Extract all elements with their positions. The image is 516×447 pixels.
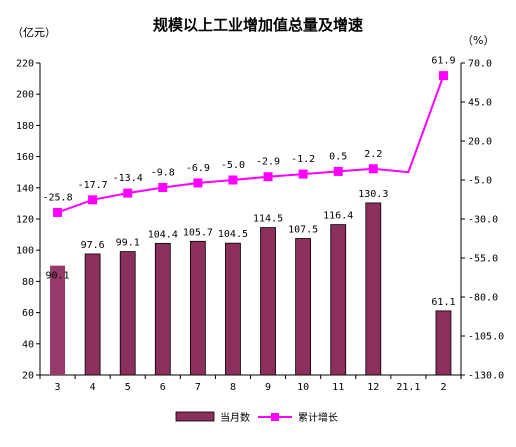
x-tick-label: 6 bbox=[160, 382, 166, 393]
chart-title: 规模以上工业增加值总量及增速 bbox=[153, 16, 363, 34]
bar bbox=[435, 310, 452, 376]
bar-data-label: 130.3 bbox=[358, 189, 388, 200]
legend-label-line: 累计增长 bbox=[298, 411, 338, 424]
line-point bbox=[438, 71, 448, 81]
legend-marker-line bbox=[271, 413, 279, 421]
right-axis-unit: （%） bbox=[462, 34, 494, 47]
right-tick-label: -5.0 bbox=[468, 176, 492, 187]
right-tick-label: -130.0 bbox=[468, 371, 504, 382]
line-data-label: 2.2 bbox=[364, 149, 382, 160]
bar bbox=[154, 242, 171, 376]
x-tick-label: 4 bbox=[90, 382, 96, 393]
line-data-label: -13.4 bbox=[113, 173, 143, 184]
line-data-label: -17.7 bbox=[78, 180, 108, 191]
left-tick-label: 180 bbox=[16, 121, 34, 132]
line-data-label: -5.0 bbox=[221, 160, 245, 171]
line-point bbox=[88, 195, 98, 205]
bar bbox=[84, 253, 101, 376]
line-series bbox=[53, 71, 448, 217]
x-tick-label: 9 bbox=[265, 382, 271, 393]
line-point bbox=[123, 188, 133, 198]
x-tick-label: 3 bbox=[55, 382, 61, 393]
bar-data-label: 97.6 bbox=[81, 240, 105, 251]
legend: 当月数 累计增长 bbox=[175, 411, 338, 424]
bar-data-label: 114.5 bbox=[253, 214, 283, 225]
bar bbox=[330, 224, 347, 376]
left-tick-label: 80 bbox=[22, 277, 34, 288]
bar-data-label: 104.4 bbox=[148, 229, 178, 240]
left-tick-label: 120 bbox=[16, 215, 34, 226]
left-tick-label: 60 bbox=[22, 308, 34, 319]
line-data-label: -25.8 bbox=[42, 192, 72, 203]
bar-data-label: 61.1 bbox=[431, 297, 455, 308]
left-tick-label: 100 bbox=[16, 246, 34, 257]
bar bbox=[260, 227, 276, 376]
line-point bbox=[298, 169, 308, 179]
left-tick-label: 160 bbox=[16, 152, 34, 163]
series-line bbox=[57, 75, 445, 214]
line-data-label: -2.9 bbox=[256, 157, 280, 168]
left-tick-label: 220 bbox=[16, 59, 34, 70]
right-tick-label: 20.0 bbox=[468, 137, 492, 148]
line-point bbox=[158, 182, 168, 192]
x-tick-label: 21.1 bbox=[396, 382, 420, 393]
bar bbox=[225, 242, 241, 376]
line-point bbox=[53, 207, 63, 217]
right-tick-label: 45.0 bbox=[468, 98, 492, 109]
line-data-label: -9.8 bbox=[151, 167, 175, 178]
legend-swatch-bars bbox=[175, 411, 215, 422]
bar-data-label: 99.1 bbox=[116, 238, 140, 249]
line-point bbox=[368, 164, 378, 174]
bar bbox=[50, 265, 66, 375]
right-tick-label: -55.0 bbox=[468, 254, 498, 265]
line-point bbox=[228, 175, 238, 185]
x-tick-label: 12 bbox=[367, 382, 379, 393]
x-tick-label: 8 bbox=[230, 382, 236, 393]
right-tick-label: -105.0 bbox=[468, 332, 504, 343]
right-tick-label: -80.0 bbox=[468, 293, 498, 304]
right-tick-label: -30.0 bbox=[468, 215, 498, 226]
bar bbox=[189, 240, 206, 376]
data-labels: 90.1 97.6 99.1 104.4 105.7 104.5 114.5 107.5 116… bbox=[42, 56, 455, 308]
x-tick-label: 10 bbox=[297, 382, 309, 393]
line-data-label: -6.9 bbox=[186, 163, 210, 174]
left-tick-label: 20 bbox=[22, 371, 34, 382]
bar-data-label: 116.4 bbox=[323, 211, 353, 222]
bar bbox=[295, 238, 312, 376]
left-axis-unit: （亿元） bbox=[12, 26, 56, 39]
line-data-label: 0.5 bbox=[329, 151, 347, 162]
axes: 20 40 60 80 100 120 140 160 180 200 220 -130.0 -105.… bbox=[16, 59, 504, 394]
line-point bbox=[263, 172, 273, 182]
line-point bbox=[333, 166, 343, 176]
line-data-label: 61.9 bbox=[431, 56, 455, 67]
bar-data-label: 104.5 bbox=[218, 229, 248, 240]
left-tick-label: 40 bbox=[22, 339, 34, 350]
right-tick-label: 70.0 bbox=[468, 59, 492, 70]
bar-data-label: 105.7 bbox=[183, 227, 213, 238]
x-tick-label: 2 bbox=[440, 382, 446, 393]
bar-data-label: 90.1 bbox=[45, 271, 69, 282]
bar-data-label: 107.5 bbox=[288, 225, 318, 236]
left-tick-label: 200 bbox=[16, 90, 34, 101]
x-tick-label: 11 bbox=[332, 382, 344, 393]
line-point bbox=[193, 178, 203, 188]
bars bbox=[50, 202, 452, 376]
bar bbox=[365, 202, 382, 376]
bar bbox=[119, 251, 136, 376]
line-data-label: -1.2 bbox=[291, 154, 315, 165]
legend-label-bars: 当月数 bbox=[220, 411, 250, 424]
x-tick-label: 7 bbox=[195, 382, 201, 393]
x-tick-label: 5 bbox=[125, 382, 131, 393]
left-tick-label: 140 bbox=[16, 183, 34, 194]
